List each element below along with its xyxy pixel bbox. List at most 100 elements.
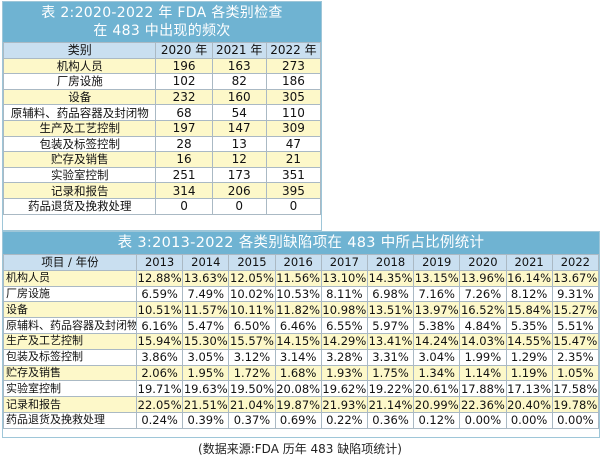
table3-value-cell: 13.96% [459,269,507,287]
table2-value-cell: 395 [265,182,322,199]
table2-value-cell: 47 [265,135,322,153]
table-row: 设备 10.51% 11.57% 10.11% 11.82% 10.98% 13.51% 13… [3,301,600,319]
table3-header-cell: 2014 [182,254,230,271]
table-row: 生产及工艺控制 197 147 309 [2,119,322,137]
table3-value-cell: 19.22% [366,380,415,398]
table3-value-cell: 7.49% [182,285,230,303]
table3-value-cell: 1.29% [505,348,553,366]
table2-value-cell: 110 [265,104,322,121]
table3-value-cell: 19.63% [182,380,230,398]
table2-value-cell: 206 [211,182,267,199]
table2-value-cell: 251 [155,166,213,184]
table-row: 厂房设施 102 82 186 [2,73,322,90]
table2-value-cell: 54 [211,104,267,121]
table3-value-cell: 0.12% [413,411,461,429]
table2-value-cell: 82 [211,73,267,90]
table3-value-cell: 13.63% [182,269,230,287]
table3-value-cell: 14.24% [413,332,461,350]
table2-header-row: 类别 2020 年 2021 年 2022 年 [2,42,322,59]
table-row: 记录和报告 314 206 395 [2,182,322,199]
table3-value-cell: 3.14% [274,348,322,366]
table-row: 实验室控制 251 173 351 [2,166,322,184]
table3-category-cell: 生产及工艺控制 [3,332,137,350]
table3-header-cell: 2020 [459,254,507,271]
table3-category-cell: 包装及标签控制 [3,348,137,366]
table3-value-cell: 14.35% [366,269,415,287]
table3-value-cell: 3.12% [228,348,276,366]
table3-category-cell: 药品退货及挽救处理 [3,411,137,429]
table3-value-cell: 5.51% [551,317,600,334]
table2-value-cell: 305 [265,88,322,106]
table3-value-cell: 5.35% [505,317,553,334]
table3-value-cell: 6.55% [320,317,368,334]
table2-category-cell: 原辅料、药品容器及封闭物 [2,104,157,121]
table3-header-cell: 2013 [135,254,184,271]
table2-header-cell: 2021 年 [211,42,267,59]
table3-value-cell: 15.47% [551,332,600,350]
table2-value-cell: 314 [155,182,213,199]
table3-value-cell: 6.98% [366,285,415,303]
table3-value-cell: 13.10% [320,269,368,287]
table3-value-cell: 10.11% [228,301,276,319]
table2-value-cell: 0 [265,197,322,215]
table3-value-cell: 17.13% [505,380,553,398]
table3-value-cell: 1.95% [182,364,230,382]
table-row: 包装及标签控制 28 13 47 [2,135,322,153]
table3-value-cell: 5.38% [413,317,461,334]
table-row: 实验室控制 19.71% 19.63% 19.50% 20.08% 19.62% 19.22… [3,380,600,398]
table3-value-cell: 2.35% [551,348,600,366]
table3-header-cell: 2016 [274,254,322,271]
table2-category-cell: 实验室控制 [2,166,157,184]
table2-category-cell: 生产及工艺控制 [2,119,157,137]
table-row: 记录和报告 22.05% 21.51% 21.04% 19.87% 21.93% 21.14… [3,396,600,413]
table2-value-cell: 0 [155,197,213,215]
table2-value-cell: 28 [155,135,213,153]
table3-value-cell: 15.84% [505,301,553,319]
table3-value-cell: 16.14% [505,269,553,287]
table2-header-cell: 类别 [2,42,157,59]
table3-value-cell: 19.62% [320,380,368,398]
table3-header-cell: 2015 [228,254,276,271]
table3-value-cell: 14.55% [505,332,553,350]
table2-value-cell: 186 [265,73,322,90]
table3-value-cell: 6.46% [274,317,322,334]
table3-category-cell: 设备 [3,301,137,319]
table3-value-cell: 0.36% [366,411,415,429]
table2-value-cell: 232 [155,88,213,106]
table3-value-cell: 6.50% [228,317,276,334]
table2-category-cell: 贮存及销售 [2,151,157,168]
table3-value-cell: 0.37% [228,411,276,429]
table3-value-cell: 11.57% [182,301,230,319]
table2: 类别 2020 年 2021 年 2022 年 机构人员 196 163 273 厂房设施 10… [2,42,322,215]
table3-value-cell: 8.12% [505,285,553,303]
table3-value-cell: 13.15% [413,269,461,287]
table3-value-cell: 1.14% [459,364,507,382]
table2-value-cell: 309 [265,119,322,137]
table2-title: 表 2:2020-2022 年 FDA 各类别检查 在 483 中出现的频次 [3,2,321,42]
table3-value-cell: 12.05% [228,269,276,287]
table3-value-cell: 21.14% [366,396,415,413]
table3-header-cell: 项目 / 年份 [3,254,137,271]
table3-value-cell: 1.72% [228,364,276,382]
table-row: 药品退货及挽救处理 0.24% 0.39% 0.37% 0.69% 0.22% 0.36% 0… [3,411,600,429]
table-row: 药品退货及挽救处理 0 0 0 [2,197,322,215]
table3-value-cell: 15.30% [182,332,230,350]
table3-value-cell: 10.98% [320,301,368,319]
table2-value-cell: 0 [211,197,267,215]
table3-category-cell: 记录和报告 [3,396,137,413]
table2-value-cell: 197 [155,119,213,137]
table2-category-cell: 设备 [2,88,157,106]
table-row: 包装及标签控制 3.86% 3.05% 3.12% 3.14% 3.28% 3.31% 3.0… [3,348,600,366]
table3-value-cell: 12.88% [135,269,184,287]
table3-value-cell: 21.04% [228,396,276,413]
table2-title-line1: 表 2:2020-2022 年 FDA 各类别检查 [41,5,283,21]
table3-value-cell: 20.99% [413,396,461,413]
table3-value-cell: 8.11% [320,285,368,303]
table-row: 贮存及销售 16 12 21 [2,151,322,168]
table3-value-cell: 3.86% [135,348,184,366]
table2-value-cell: 160 [211,88,267,106]
table2-value-cell: 351 [265,166,322,184]
table3-value-cell: 1.75% [366,364,415,382]
table3-title: 表 3:2013-2022 各类别缺陷项在 483 中所占比例统计 [3,232,599,254]
table3-value-cell: 9.31% [551,285,600,303]
